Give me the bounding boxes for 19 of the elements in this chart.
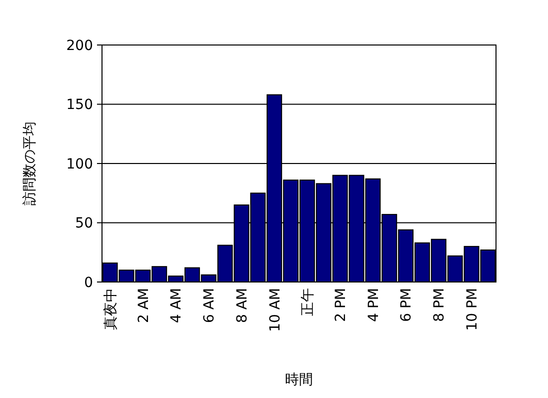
y-axis-title: 訪問数の平均 [22,122,38,206]
y-tick-label: 150 [66,97,93,114]
x-tick-label: 2 AM [136,288,152,324]
x-tick-label: 8 AM [234,288,250,324]
y-tick-label: 0 [84,274,93,291]
x-tick-label: 2 PM [332,288,349,322]
x-tick-label: 10 AM [267,288,284,332]
y-tick-label: 100 [66,156,93,172]
x-tick-label: 6 AM [202,288,218,324]
x-tick-label: 真夜中 [102,288,119,330]
y-tick-label: 50 [75,216,93,232]
x-tick-label: 正午 [300,288,316,316]
y-tick-label: 200 [66,38,93,54]
x-tick-label: 8 PM [432,288,448,322]
x-tick-label: 6 PM [398,288,415,322]
x-tick-label: 10 PM [464,288,480,331]
x-axis-title: 時間 [285,372,313,388]
x-tick-label: 4 PM [366,288,382,322]
x-tick-label: 4 AM [168,288,185,324]
